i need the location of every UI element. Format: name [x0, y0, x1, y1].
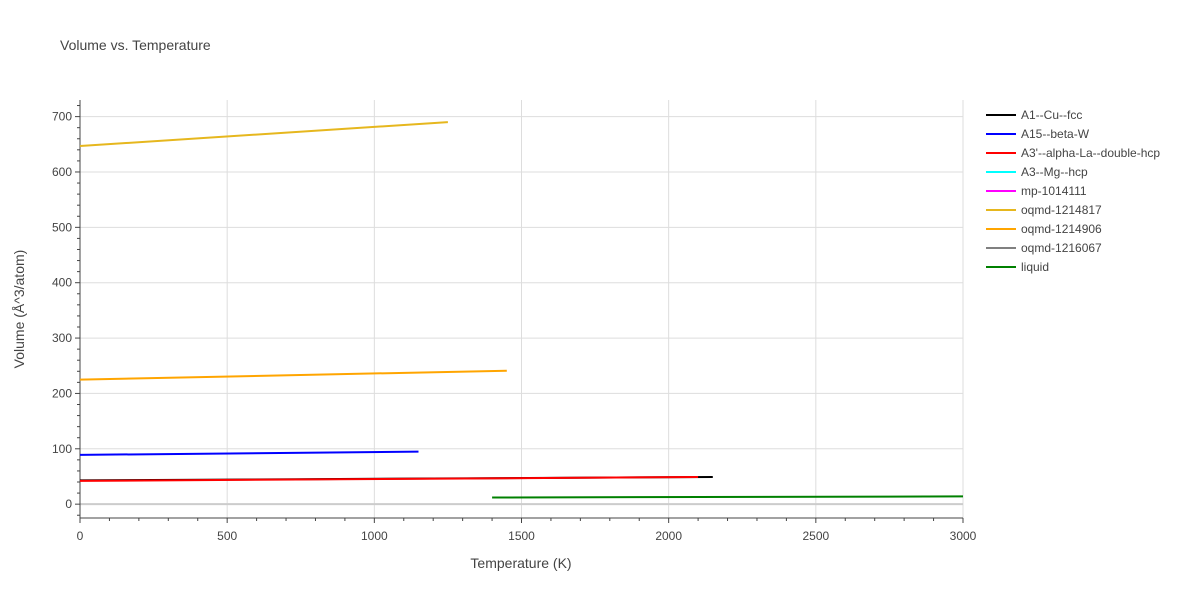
legend-label: oqmd-1214906 [1021, 222, 1102, 236]
legend-label: oqmd-1216067 [1021, 241, 1102, 255]
y-tick-label: 100 [52, 442, 72, 456]
legend-label: A3'--alpha-La--double-hcp [1021, 146, 1160, 160]
legend-label: A15--beta-W [1021, 127, 1090, 141]
x-tick-label: 2500 [802, 529, 829, 543]
legend-label: liquid [1021, 260, 1049, 274]
chart-title: Volume vs. Temperature [60, 37, 211, 53]
x-tick-label: 3000 [950, 529, 977, 543]
y-axis-title: Volume (Å^3/atom) [11, 250, 27, 369]
x-tick-label: 500 [217, 529, 237, 543]
x-tick-label: 1000 [361, 529, 388, 543]
y-tick-label: 300 [52, 331, 72, 345]
y-tick-label: 700 [52, 110, 72, 124]
y-tick-label: 400 [52, 276, 72, 290]
series-line-liquid [492, 496, 963, 497]
x-tick-label: 0 [77, 529, 84, 543]
x-tick-label: 1500 [508, 529, 535, 543]
legend-label: A1--Cu--fcc [1021, 108, 1082, 122]
y-tick-label: 200 [52, 386, 72, 400]
x-axis-title: Temperature (K) [470, 555, 571, 571]
y-tick-label: 500 [52, 220, 72, 234]
legend-label: mp-1014111 [1021, 184, 1087, 198]
x-tick-label: 2000 [655, 529, 682, 543]
y-tick-label: 0 [65, 497, 72, 511]
legend-label: A3--Mg--hcp [1021, 165, 1088, 179]
legend-label: oqmd-1214817 [1021, 203, 1102, 217]
y-tick-label: 600 [52, 165, 72, 179]
